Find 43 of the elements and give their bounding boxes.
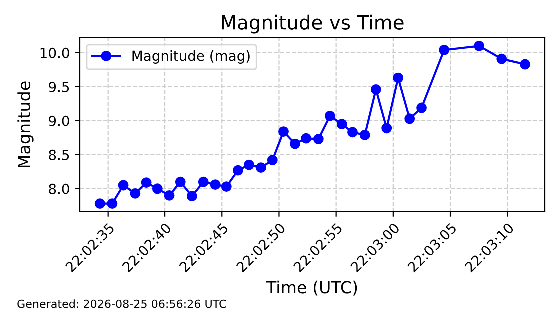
point [496,54,508,64]
point [278,126,289,138]
point [290,138,300,150]
point [244,160,254,170]
y-tick-label: 8.0 [49,184,70,194]
text: Generated: 2026-08-25 06:56:26 UTC [18,300,226,308]
point [336,119,348,130]
point [520,59,530,70]
y-tick-label: 9.5 [49,82,70,92]
point [474,40,484,52]
point [94,198,106,210]
point [198,176,209,188]
point [370,84,382,95]
point [118,180,129,191]
point [107,198,118,210]
point [404,114,416,124]
point [210,180,221,190]
point [267,155,278,166]
y-tick-label: 8.5 [49,150,70,160]
point [301,133,312,144]
chart-title: Magnitude vs Time [222,14,404,34]
point [186,191,198,202]
point [130,188,141,199]
point [393,72,404,84]
point [221,182,232,192]
y-tick-label: 10.0 [40,48,70,58]
point [382,123,392,134]
x-axis-title: Time (UTC) [266,280,358,296]
point [152,184,163,194]
point [164,190,175,201]
point [416,102,427,114]
point [141,178,152,188]
legend-label: Magnitude (mag) [132,50,250,64]
point [324,110,336,122]
point [348,127,358,138]
point [439,45,450,56]
point [232,165,244,176]
point [175,176,186,188]
point [256,162,266,174]
y-tick-label: 9.0 [49,116,70,126]
y-axis-title: Magnitude [18,82,34,168]
point [360,130,370,140]
point [313,134,324,144]
